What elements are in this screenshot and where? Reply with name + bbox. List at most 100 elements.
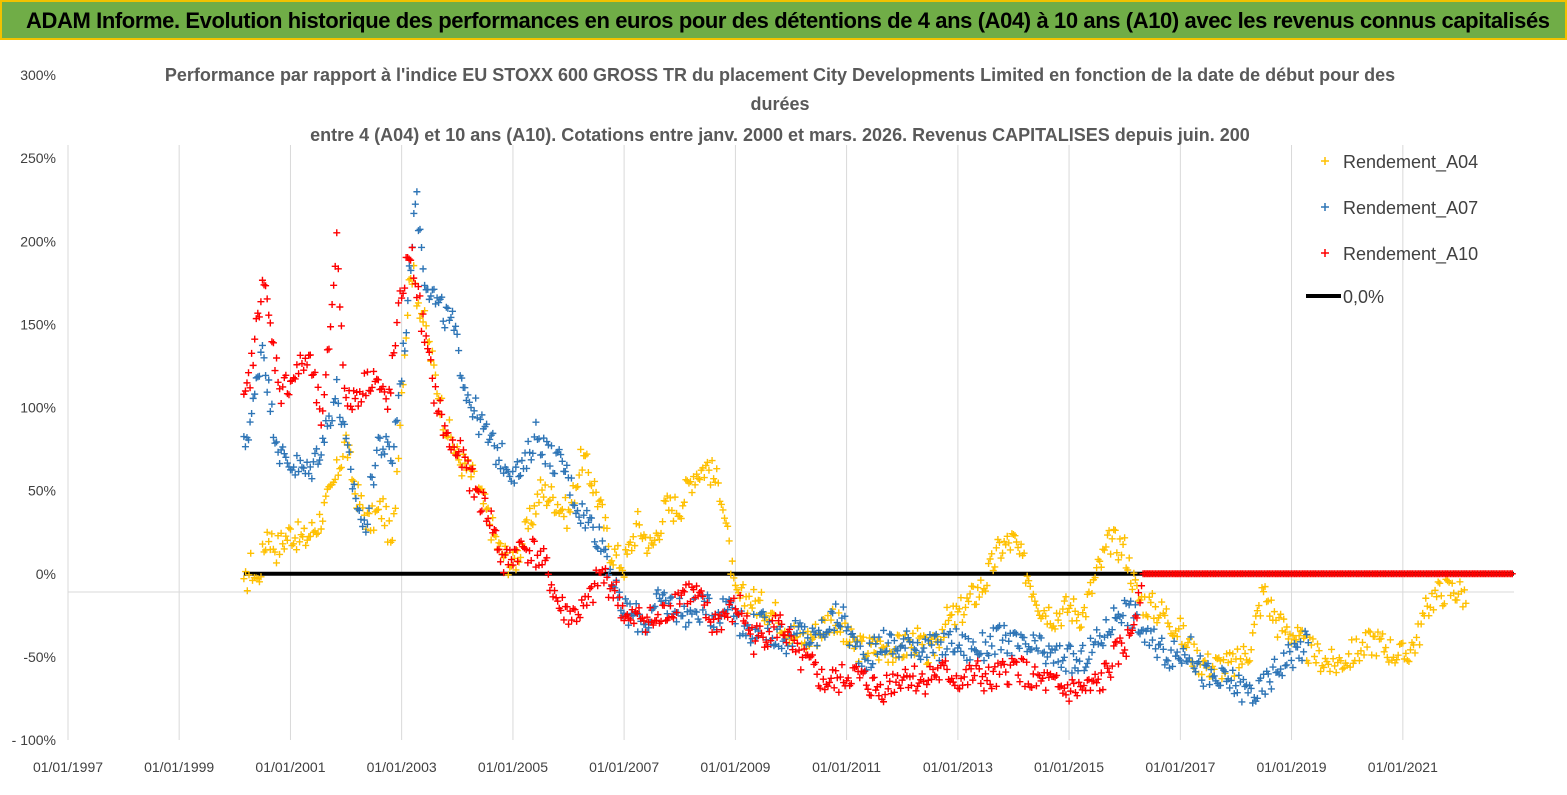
data-point (881, 691, 889, 699)
data-point (1394, 651, 1402, 659)
data-point (427, 356, 435, 364)
data-point (1298, 656, 1306, 664)
data-point (960, 673, 968, 681)
data-point (1210, 672, 1218, 680)
data-point (626, 538, 634, 546)
data-point (807, 639, 815, 647)
data-point (1141, 638, 1149, 646)
data-point (526, 448, 534, 456)
data-point (322, 371, 330, 379)
data-point (1206, 681, 1214, 689)
data-point (836, 623, 844, 631)
data-point (1060, 684, 1068, 692)
data-point (1274, 633, 1282, 641)
data-point (994, 623, 1002, 631)
data-point (563, 461, 571, 469)
data-point (509, 561, 517, 569)
data-point (576, 614, 584, 622)
data-point (876, 681, 884, 689)
data-point (897, 643, 905, 651)
data-point (999, 636, 1007, 644)
data-point (1249, 629, 1257, 637)
data-point (1357, 647, 1365, 655)
data-point (632, 600, 640, 608)
data-point (425, 295, 433, 303)
data-point (544, 441, 552, 449)
data-point (522, 546, 530, 554)
data-point (900, 635, 908, 643)
data-point (989, 567, 997, 575)
data-point (322, 417, 330, 425)
data-point (1239, 676, 1247, 684)
data-point (257, 573, 265, 581)
data-point (773, 633, 781, 641)
data-point (570, 501, 578, 509)
data-point (248, 410, 256, 418)
data-point (257, 348, 265, 356)
data-point (1165, 623, 1173, 631)
data-point (249, 361, 257, 369)
data-point (887, 631, 895, 639)
data-point (300, 366, 308, 374)
data-point (497, 465, 505, 473)
data-point (495, 545, 503, 553)
data-point (1176, 614, 1184, 622)
data-point (414, 299, 422, 307)
data-point (541, 460, 549, 468)
data-point (1391, 659, 1399, 667)
data-point (1246, 681, 1254, 689)
data-point (456, 437, 464, 445)
data-point (382, 503, 390, 511)
data-point (986, 632, 994, 640)
data-point (571, 606, 579, 614)
data-point (802, 641, 810, 649)
data-point (707, 481, 715, 489)
data-point (1280, 649, 1288, 657)
data-point (1383, 653, 1391, 661)
data-point (1233, 689, 1241, 697)
data-point (962, 603, 970, 611)
data-point (265, 538, 273, 546)
data-point (533, 551, 541, 559)
data-point (1002, 668, 1010, 676)
data-point (1060, 653, 1068, 661)
data-point (696, 476, 704, 484)
data-point (351, 395, 359, 403)
report-title: ADAM Informe. Evolution historique des p… (26, 8, 1550, 33)
data-point (708, 612, 716, 620)
data-point (379, 495, 387, 503)
data-point (927, 675, 935, 683)
data-point (1423, 602, 1431, 610)
data-point (1079, 641, 1087, 649)
data-point (818, 616, 826, 624)
data-point (859, 633, 867, 641)
data-point (1127, 579, 1135, 587)
data-point (563, 524, 571, 532)
data-point (428, 347, 436, 355)
data-point (634, 508, 642, 516)
data-point (1261, 583, 1269, 591)
data-point (1062, 667, 1070, 675)
data-point (1145, 641, 1153, 649)
data-point (750, 650, 758, 658)
data-point (693, 582, 701, 590)
data-point (1080, 667, 1088, 675)
data-point (461, 453, 469, 461)
data-point (282, 532, 290, 540)
data-point (414, 283, 422, 291)
data-point (362, 528, 370, 536)
data-point (696, 618, 704, 626)
data-point (977, 650, 985, 658)
data-point (1148, 589, 1156, 597)
data-point (285, 524, 293, 532)
data-point (1264, 670, 1272, 678)
data-point (413, 294, 421, 302)
data-point (398, 377, 406, 385)
data-point (347, 465, 355, 473)
data-point (1158, 634, 1166, 642)
data-point (827, 616, 835, 624)
data-point (565, 620, 573, 628)
data-point (858, 637, 866, 645)
data-point (414, 227, 422, 235)
data-point (1380, 648, 1388, 656)
